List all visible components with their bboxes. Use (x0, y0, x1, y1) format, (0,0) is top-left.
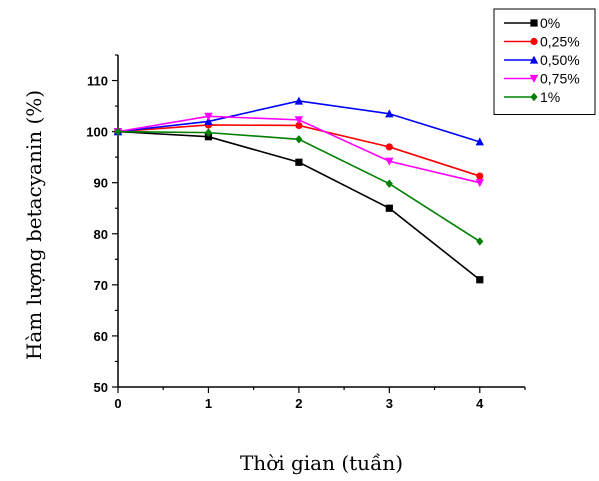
legend-item: 0% (504, 15, 560, 31)
data-point (204, 117, 213, 125)
series-line (117, 130, 481, 281)
x-tick-label: 4 (476, 396, 484, 411)
legend-label: 0,50% (540, 52, 580, 68)
x-tick-label: 3 (386, 396, 393, 411)
legend-label: 1% (540, 89, 560, 105)
y-tick-label: 100 (86, 125, 108, 140)
ticks (112, 54, 526, 393)
y-axis-title: Hàm lượng betacyanin (%) (22, 90, 46, 360)
data-point (385, 157, 394, 166)
data-point (476, 276, 484, 284)
data-point (295, 121, 303, 130)
data-point (475, 179, 484, 188)
legend-marker (529, 74, 539, 83)
x-tick-label: 2 (295, 396, 302, 411)
data-point (295, 158, 303, 166)
data-point (294, 116, 304, 125)
data-point (476, 237, 484, 246)
legend-label: 0,75% (540, 71, 580, 87)
y-tick-label: 110 (87, 74, 108, 89)
y-tick-label: 90 (94, 176, 108, 191)
data-point (204, 112, 213, 121)
y-tick-label: 80 (94, 227, 108, 242)
tick-labels: 50 60 70 80 90 100 110 0 1 2 3 4 (86, 74, 484, 411)
legend-item: 0,50% (504, 52, 580, 68)
data-point (294, 96, 304, 105)
y-tick-label: 50 (94, 380, 108, 395)
series-3 (113, 112, 484, 188)
x-axis-title: Thời gian (tuần) (240, 451, 403, 475)
series-4 (114, 127, 484, 246)
data-point (385, 143, 393, 151)
y-tick-label: 60 (94, 329, 108, 344)
x-tick-label: 0 (114, 396, 121, 411)
legend-marker (530, 19, 538, 27)
axes (117, 55, 525, 388)
legend-label: 0% (540, 15, 560, 31)
data-point (385, 204, 393, 212)
legend-item: 0,75% (504, 71, 580, 87)
data-point (295, 135, 303, 144)
series-line (117, 130, 481, 243)
x-tick-label: 1 (205, 396, 212, 411)
data-point (475, 137, 484, 146)
data-point (385, 109, 394, 118)
data-point (385, 179, 393, 188)
legend-marker (530, 37, 538, 46)
series-0 (114, 128, 484, 284)
legend-marker (529, 55, 539, 64)
y-tick-label: 70 (94, 278, 108, 293)
plot-area (113, 96, 484, 284)
legend-label: 0,25% (540, 34, 580, 50)
legend-item: 1% (504, 89, 560, 105)
data-point (204, 128, 213, 137)
data-point (476, 172, 484, 180)
legend-item: 0,25% (504, 34, 580, 50)
data-point (114, 127, 122, 136)
legend-marker (530, 92, 538, 102)
legend: 0% 0,25% 0,50% 0,75% 1% (493, 8, 596, 115)
